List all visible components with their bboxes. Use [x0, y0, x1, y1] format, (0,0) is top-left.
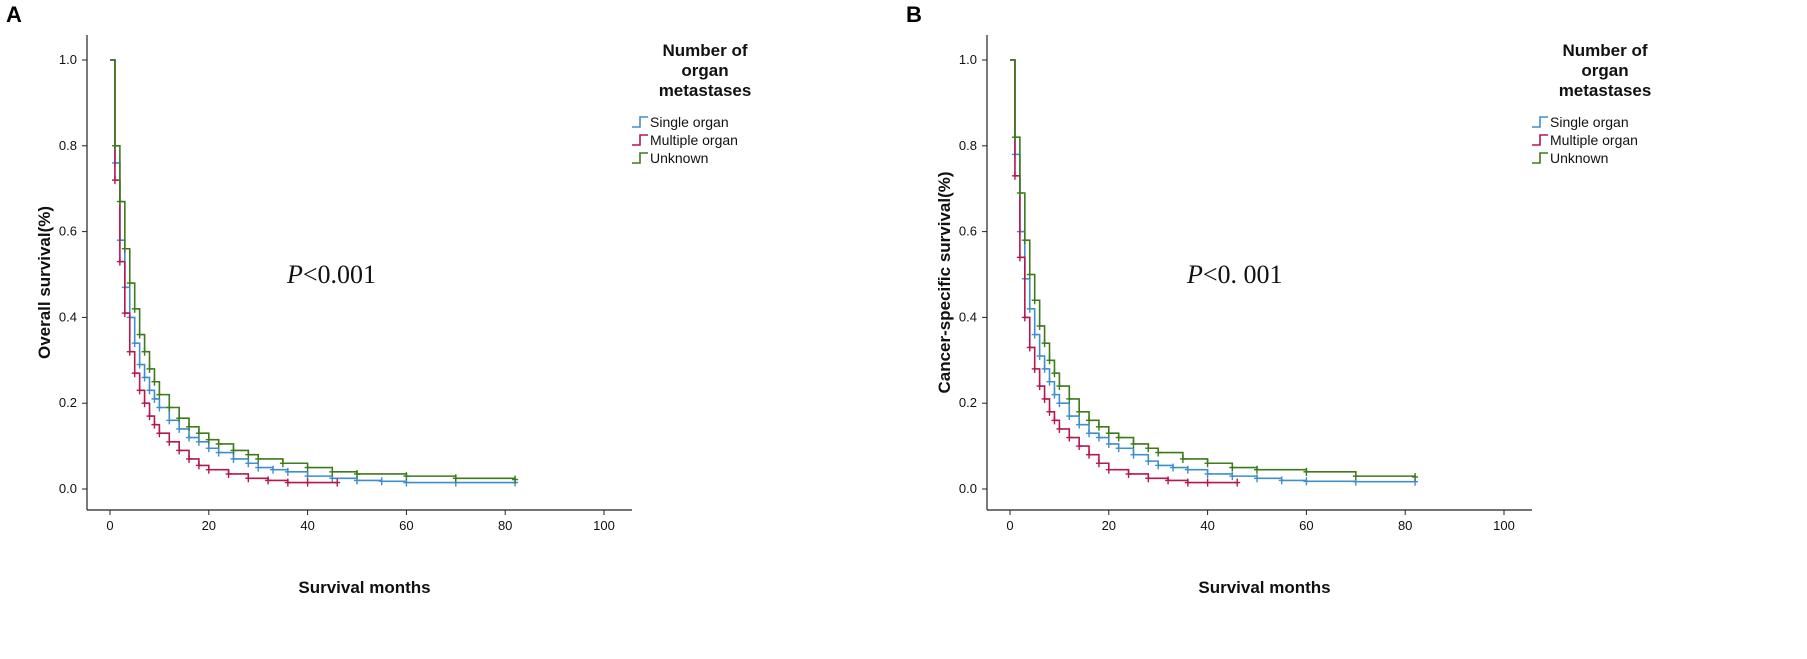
- y-tick-label: 0.0: [959, 481, 977, 496]
- y-tick-label: 0.6: [959, 224, 977, 239]
- x-tick-label: 0: [1006, 518, 1013, 533]
- p-value-symbol: P: [1186, 260, 1203, 289]
- y-tick-label: 0.4: [59, 309, 77, 324]
- x-tick-label: 80: [1398, 518, 1412, 533]
- legend-title: metastases: [659, 81, 752, 100]
- p-value-annotation: P<0.001: [286, 260, 376, 289]
- legend-entry: Single organ: [1550, 114, 1629, 130]
- legend-symbol: [632, 134, 648, 146]
- y-tick-label: 0.2: [959, 395, 977, 410]
- legend-entry: Single organ: [650, 114, 729, 130]
- x-tick-label: 60: [399, 518, 413, 533]
- p-value-text: <0.001: [303, 260, 376, 289]
- series-multiple-organ: [1010, 59, 1241, 487]
- legend-symbol: [632, 152, 648, 164]
- legend-symbol: [1532, 152, 1548, 164]
- legend-title: Number of: [1563, 41, 1648, 60]
- y-tick-label: 1.0: [959, 52, 977, 67]
- legend-title: Number of: [663, 41, 748, 60]
- series-unknown: [110, 59, 519, 484]
- legend-symbol: [1532, 116, 1548, 128]
- chart-overall-survival: A 0 20 40 60 80 100 0.0 0.2 0.4 0.6 0.8 1.0 Survival …: [6, 2, 751, 597]
- y-axis-title: Cancer-specific survival(%): [935, 171, 954, 393]
- y-axis-title: Overall survival(%): [35, 206, 54, 359]
- x-tick-label: 100: [593, 518, 615, 533]
- series-single-organ: [1010, 59, 1419, 486]
- legend-entry: Unknown: [1550, 150, 1608, 166]
- series-single-organ: [110, 59, 519, 487]
- x-axis-title: Survival months: [1198, 578, 1330, 597]
- legend-title: organ: [1581, 61, 1628, 80]
- x-axis-title: Survival months: [298, 578, 430, 597]
- x-tick-label: 100: [1493, 518, 1515, 533]
- x-tick-label: 60: [1299, 518, 1313, 533]
- y-tick-label: 0.0: [59, 481, 77, 496]
- legend-entry: Multiple organ: [1550, 132, 1638, 148]
- legend-entry: Unknown: [650, 150, 708, 166]
- series-multiple-organ: [110, 59, 341, 487]
- legend-symbol: [1532, 134, 1548, 146]
- x-tick-label: 0: [106, 518, 113, 533]
- x-tick-label: 40: [300, 518, 314, 533]
- y-tick-label: 1.0: [59, 52, 77, 67]
- panel-label: A: [6, 2, 22, 27]
- y-tick-label: 0.6: [59, 224, 77, 239]
- y-tick-label: 0.4: [959, 309, 977, 324]
- panel-label: B: [906, 2, 922, 27]
- legend-title: organ: [681, 61, 728, 80]
- y-tick-label: 0.2: [59, 395, 77, 410]
- x-tick-label: 80: [498, 518, 512, 533]
- legend-entry: Multiple organ: [650, 132, 738, 148]
- p-value-annotation: P<0. 001: [1186, 260, 1283, 289]
- p-value-symbol: P: [286, 260, 303, 289]
- chart-cancer-specific-survival: B 0 20 40 60 80 100 0.0 0.2 0.4 0.6 0.8 1.0 Survival …: [906, 2, 1651, 597]
- legend-symbol: [632, 116, 648, 128]
- x-tick-label: 20: [202, 518, 216, 533]
- legend-title: metastases: [1559, 81, 1652, 100]
- y-tick-label: 0.8: [959, 138, 977, 153]
- p-value-text: <0. 001: [1203, 260, 1283, 289]
- panel-b: B 0 20 40 60 80 100 0.0 0.2 0.4 0.6 0.8 1.0 Survival …: [900, 0, 1800, 659]
- panel-a: A 0 20 40 60 80 100 0.0 0.2 0.4 0.6 0.8 1.0 Survival …: [0, 0, 900, 659]
- series-unknown: [1010, 59, 1419, 481]
- y-tick-label: 0.8: [59, 138, 77, 153]
- x-tick-label: 20: [1102, 518, 1116, 533]
- x-tick-label: 40: [1200, 518, 1214, 533]
